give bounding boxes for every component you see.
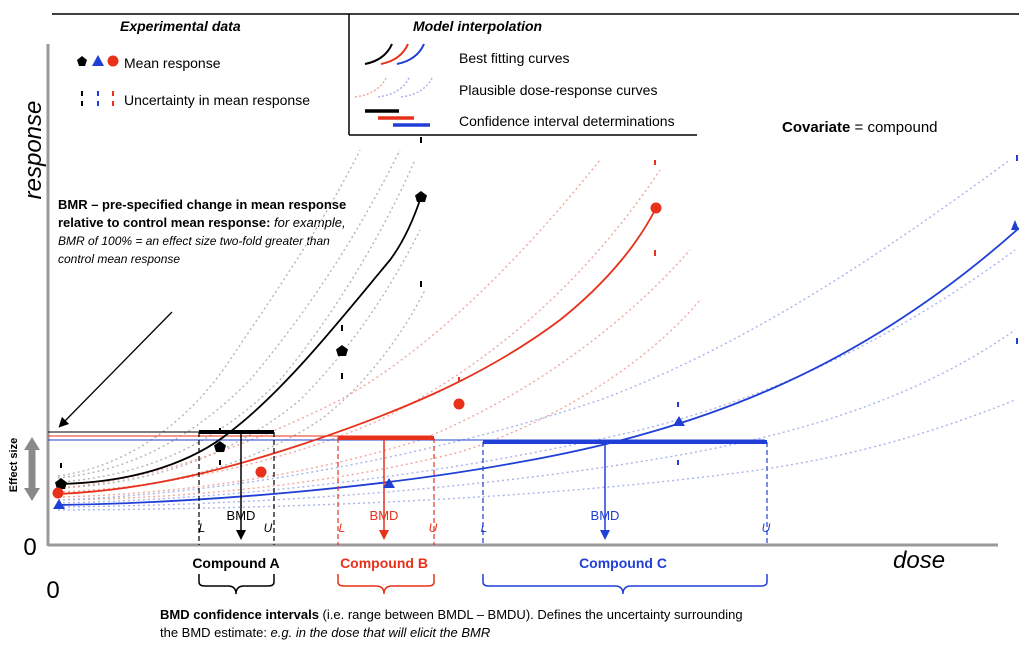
plausible-curve xyxy=(57,159,601,489)
legend-uncertainty: Uncertainty in mean response xyxy=(124,92,310,108)
bmr-note-line3: BMR of 100% = an effect size two-fold gr… xyxy=(58,234,330,248)
mean-marker-b xyxy=(52,487,64,499)
bmr-note-line1: BMR – pre-specified change in mean respo… xyxy=(58,197,346,212)
experimental-header: Experimental data xyxy=(120,18,241,34)
mean-marker-b xyxy=(650,202,662,214)
legend-blue-triangle xyxy=(92,55,104,66)
legend-best-fit-icons xyxy=(364,43,425,65)
ci-brackets xyxy=(198,574,768,595)
mean-marker-a xyxy=(214,441,226,452)
legend-ci: Confidence interval determinations xyxy=(459,113,675,129)
bmr-note-line4: control mean response xyxy=(58,252,180,266)
legend-ci-icons xyxy=(365,109,430,127)
mean-marker-b xyxy=(255,466,267,478)
ci-note: BMD confidence intervals (i.e. range bet… xyxy=(160,607,743,640)
legend-uncertainty-ticks xyxy=(81,91,114,106)
y-origin-label: 0 xyxy=(23,534,36,561)
legend-plausible-icons xyxy=(354,77,433,98)
best-fit-curve-a xyxy=(59,196,422,485)
mean-marker-a xyxy=(415,191,427,202)
plausible-curve xyxy=(57,149,361,477)
axes: response dose 0 0 xyxy=(20,44,998,604)
plausible-curve xyxy=(57,329,1016,508)
bmdu-label-a: U xyxy=(264,521,273,535)
compound-b-label: Compound B xyxy=(340,555,428,571)
bmd-label-b: BMD xyxy=(370,508,399,523)
bracket-b xyxy=(337,574,435,595)
bracket-c xyxy=(482,574,768,595)
bmr-note: BMR – pre-specified change in mean respo… xyxy=(58,197,346,428)
compound-names: Compound A Compound B Compound C xyxy=(192,555,667,571)
best-fit-curve-b xyxy=(57,207,657,495)
bmdu-label-c: U xyxy=(762,521,771,535)
best-fit-curves xyxy=(57,196,1019,506)
uncertainty-ticks xyxy=(60,137,1018,468)
best-fit-curve-c xyxy=(57,227,1019,506)
bmr-pointer-arrow xyxy=(58,311,173,428)
legend-black-pentagon xyxy=(77,56,87,66)
mean-marker-a xyxy=(336,345,348,356)
bmdl-label-b: L xyxy=(339,521,346,535)
ci-bounds xyxy=(198,432,768,545)
plausible-curve xyxy=(57,149,401,479)
bmdu-label-b: U xyxy=(429,521,438,535)
effect-size-label: Effect size xyxy=(8,438,20,492)
plausible-curve xyxy=(57,299,701,501)
mean-marker-b xyxy=(453,398,465,410)
legend-best-fit: Best fitting curves xyxy=(459,50,570,66)
bmd-arrows xyxy=(236,432,610,540)
bmr-note-line2: relative to control mean response: for e… xyxy=(58,215,346,230)
bmd-label-c: BMD xyxy=(591,508,620,523)
effect-size-indicator: Effect size xyxy=(8,437,40,501)
compound-c-label: Compound C xyxy=(579,555,667,571)
model-header: Model interpolation xyxy=(413,18,542,34)
legend: Experimental data Model interpolation Me… xyxy=(52,13,1019,136)
mean-marker-c xyxy=(1011,220,1019,230)
mean-marker-c xyxy=(53,499,65,509)
plausible-curve xyxy=(57,159,416,483)
ci-note-line1: BMD confidence intervals (i.e. range bet… xyxy=(160,607,743,622)
bracket-a xyxy=(198,574,275,595)
x-axis-label: dose xyxy=(893,547,945,574)
compound-a-label: Compound A xyxy=(192,555,279,571)
x-origin-label: 0 xyxy=(46,577,59,604)
plausible-curve xyxy=(57,249,1016,504)
legend-plausible: Plausible dose-response curves xyxy=(459,82,657,98)
plausible-curve xyxy=(57,399,1016,511)
legend-mean-response: Mean response xyxy=(124,55,221,71)
plausible-curve xyxy=(57,229,421,489)
bmdl-label-a: L xyxy=(199,521,206,535)
mean-marker-c xyxy=(673,416,685,426)
ci-bars xyxy=(199,430,767,444)
mean-response-markers xyxy=(52,191,1019,509)
legend-red-circle xyxy=(107,55,119,67)
mean-marker-c xyxy=(383,478,395,488)
ci-note-line2: the BMD estimate: e.g. in the dose that … xyxy=(160,625,490,640)
bmd-label-a: BMD xyxy=(227,508,256,523)
bmdl-label-c: L xyxy=(481,521,488,535)
covariate-label: Covariate = compound xyxy=(782,119,938,136)
bmd-labels: BMD BMD BMD L U L U L U xyxy=(199,508,771,535)
mean-marker-a xyxy=(55,478,67,489)
plausible-curve xyxy=(57,249,691,498)
effect-size-arrow-down xyxy=(24,488,40,501)
y-axis-label: response xyxy=(20,101,47,200)
effect-size-arrow-up xyxy=(24,437,40,450)
